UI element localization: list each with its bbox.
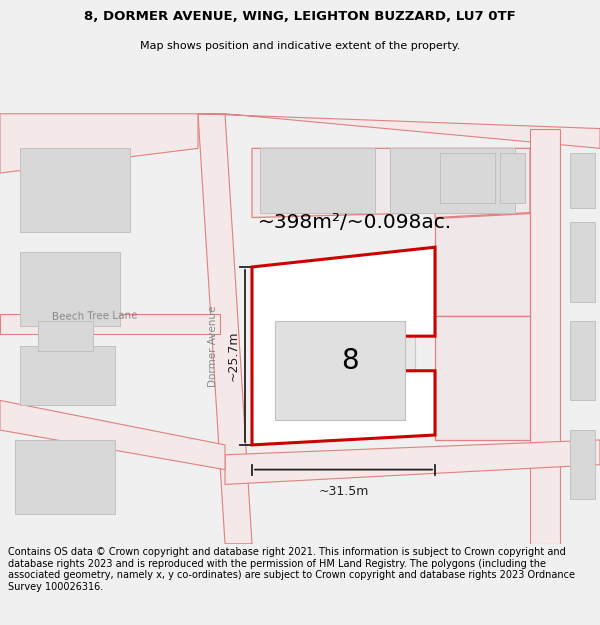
Text: 8, DORMER AVENUE, WING, LEIGHTON BUZZARD, LU7 0TF: 8, DORMER AVENUE, WING, LEIGHTON BUZZARD… [84, 10, 516, 23]
Polygon shape [500, 153, 525, 202]
Polygon shape [570, 430, 595, 499]
Polygon shape [275, 321, 405, 420]
Polygon shape [20, 346, 115, 406]
Polygon shape [285, 321, 415, 425]
Text: Contains OS data © Crown copyright and database right 2021. This information is : Contains OS data © Crown copyright and d… [8, 547, 575, 592]
Polygon shape [570, 153, 595, 208]
Polygon shape [435, 316, 530, 440]
Polygon shape [260, 148, 375, 213]
Polygon shape [435, 213, 530, 316]
Polygon shape [570, 321, 595, 401]
Polygon shape [20, 148, 130, 232]
Polygon shape [252, 148, 435, 218]
Polygon shape [435, 148, 530, 218]
Polygon shape [0, 114, 198, 173]
Polygon shape [225, 440, 600, 484]
Text: ~31.5m: ~31.5m [319, 485, 368, 498]
Polygon shape [440, 153, 495, 202]
Text: ~25.7m: ~25.7m [227, 331, 239, 381]
Polygon shape [252, 248, 435, 445]
Polygon shape [15, 440, 115, 514]
Text: ~398m²/~0.098ac.: ~398m²/~0.098ac. [258, 213, 452, 232]
Polygon shape [530, 129, 560, 544]
Polygon shape [198, 114, 600, 148]
Polygon shape [0, 314, 220, 334]
Polygon shape [198, 114, 252, 544]
Polygon shape [0, 401, 225, 469]
Polygon shape [390, 148, 515, 213]
Polygon shape [38, 321, 93, 351]
Text: Map shows position and indicative extent of the property.: Map shows position and indicative extent… [140, 41, 460, 51]
Polygon shape [570, 222, 595, 301]
Text: Dormer Avenue: Dormer Avenue [208, 306, 218, 387]
Polygon shape [20, 252, 120, 326]
Text: Beech Tree Lane: Beech Tree Lane [52, 311, 138, 322]
Text: 8: 8 [341, 347, 359, 375]
